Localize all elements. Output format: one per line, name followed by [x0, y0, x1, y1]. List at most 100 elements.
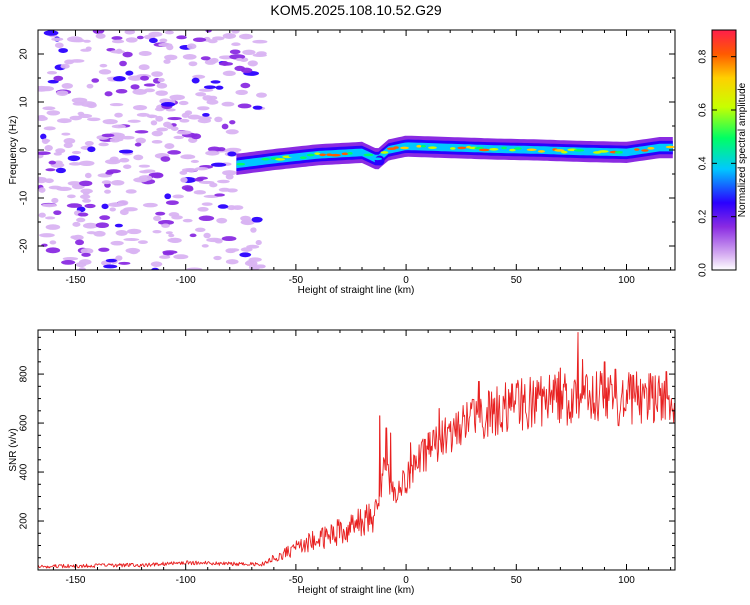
signal-hotspot: [400, 146, 409, 150]
noise-blob: [111, 36, 123, 41]
y-tick-label: 600: [19, 414, 30, 431]
noise-blob: [195, 92, 207, 97]
noise-blob: [107, 202, 124, 207]
y-tick-label: 800: [19, 365, 30, 382]
noise-blob: [166, 44, 174, 51]
noise-blob: [43, 30, 59, 36]
noise-blob: [56, 90, 69, 96]
noise-blob: [168, 233, 175, 238]
noise-blob: [179, 118, 190, 123]
noise-blob: [138, 175, 153, 181]
noise-blob: [193, 190, 206, 195]
noise-blob: [142, 169, 156, 173]
noise-blob: [221, 236, 237, 242]
y-tick-label: 0: [19, 147, 30, 153]
noise-blob: [153, 215, 162, 222]
signal-hotspot: [428, 146, 437, 150]
noise-blob: [51, 37, 64, 41]
noise-blob: [214, 116, 223, 123]
noise-blob: [186, 43, 197, 50]
noise-blob: [124, 30, 136, 35]
noise-blob: [40, 133, 47, 140]
noise-blob: [110, 180, 125, 186]
noise-blob: [119, 209, 129, 216]
noise-blob: [93, 230, 106, 237]
colorbar-tick-label: 0.0: [698, 263, 709, 277]
noise-blob: [80, 188, 93, 194]
noise-blob: [163, 59, 171, 64]
noise-blob: [159, 255, 171, 259]
noise-blob: [78, 259, 92, 265]
signal-hotspot: [584, 150, 595, 153]
noise-blob: [164, 54, 178, 61]
noise-blob: [167, 116, 182, 121]
noise-blob: [246, 259, 255, 265]
noise-blob: [53, 210, 62, 216]
noise-blob: [125, 70, 134, 76]
noise-blob: [221, 123, 229, 130]
noise-blob: [53, 75, 64, 82]
noise-blob: [119, 60, 127, 67]
noise-blob: [225, 147, 242, 153]
noise-blob: [99, 63, 108, 68]
noise-blob: [218, 187, 231, 192]
signal-hotspot: [622, 150, 631, 154]
noise-blob: [82, 222, 98, 229]
x-tick-label: -150: [65, 275, 85, 286]
noise-blob: [152, 230, 162, 234]
signal-hotspot: [306, 153, 315, 157]
x-tick-label: -50: [289, 275, 304, 286]
noise-blob: [99, 215, 111, 221]
noise-blob: [182, 218, 193, 223]
signal-hotspot: [372, 157, 383, 161]
noise-blob: [222, 70, 236, 77]
noise-blob: [240, 247, 253, 252]
noise-blob: [44, 178, 54, 184]
noise-blob: [134, 130, 149, 134]
noise-blob: [240, 215, 251, 222]
noise-blob: [170, 126, 179, 131]
noise-blob: [148, 37, 158, 44]
noise-blob: [109, 137, 121, 143]
signal-hotspot: [526, 148, 537, 152]
snr-axes: -150 -100 -50 0 50 100 200 400 600 800: [19, 330, 675, 586]
signal-hotspot: [380, 151, 389, 154]
y-tick-label: -20: [19, 238, 30, 253]
noise-blob: [252, 53, 267, 58]
noise-blob: [142, 202, 158, 208]
colorbar: 0.0 0.2 0.4 0.6 0.8 Normalized spectral ampl…: [698, 29, 748, 277]
noise-blob: [164, 193, 172, 200]
noise-blob: [137, 240, 148, 245]
noise-blob: [77, 212, 89, 217]
noise-blob: [212, 36, 225, 41]
noise-blob: [206, 99, 219, 105]
noise-blob: [138, 164, 151, 168]
noise-blob: [191, 133, 202, 140]
snr-x-axis-label: Height of straight line (km): [298, 585, 415, 596]
noise-blob: [110, 50, 125, 54]
noise-blob: [165, 108, 176, 112]
noise-blob: [114, 112, 123, 118]
y-tick-label: 10: [19, 96, 30, 108]
noise-blob: [155, 115, 164, 122]
noise-blob: [80, 248, 94, 255]
signal-hotspot: [501, 146, 507, 150]
colorbar-label: Normalized spectral amplitude: [737, 82, 748, 217]
noise-blob: [162, 250, 178, 255]
x-tick-label: -150: [65, 575, 85, 586]
noise-blob: [46, 110, 61, 116]
noise-blob: [101, 180, 112, 185]
noise-blob: [235, 57, 244, 62]
noise-blob: [45, 224, 61, 230]
noise-blob: [150, 120, 158, 126]
noise-blob: [76, 217, 86, 223]
noise-blob: [240, 220, 251, 225]
noise-blob: [208, 95, 218, 101]
noise-blob: [82, 198, 92, 203]
noise-blob: [114, 223, 123, 228]
noise-blob: [225, 129, 239, 135]
y-tick-label: 20: [19, 48, 30, 60]
noise-blob: [38, 187, 46, 193]
noise-blob: [159, 38, 168, 43]
noise-blob: [105, 171, 114, 175]
